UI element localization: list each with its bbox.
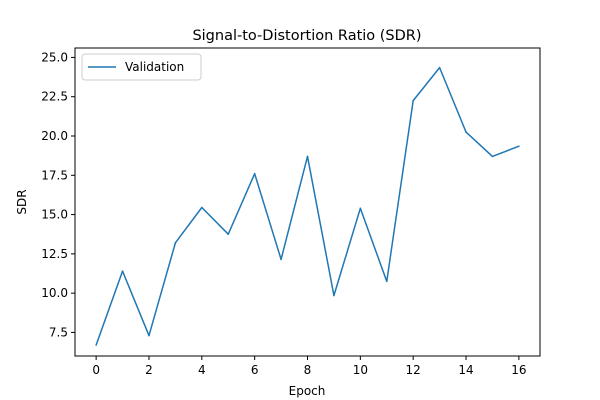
y-axis-ticks: 7.5 10.0 12.5 15.0 17.5 20.0 22.5 25.0 [41,50,75,339]
data-point [306,155,309,158]
x-tick-label: 0 [92,363,100,377]
x-axis-ticks: 0 2 4 6 8 10 12 14 16 [92,356,527,377]
y-tick-label: 10.0 [41,286,68,300]
x-tick-label: 2 [145,363,153,377]
data-point [385,280,388,283]
data-point [438,66,441,69]
data-point [253,172,256,175]
y-tick-label: 7.5 [49,325,68,339]
y-tick-label: 15.0 [41,208,68,222]
data-point [412,99,414,102]
data-point [227,233,230,236]
x-tick-label: 12 [406,363,421,377]
y-tick-label: 20.0 [41,129,68,143]
data-point [280,258,282,261]
data-point [359,207,362,210]
x-tick-label: 14 [458,363,473,377]
y-tick-label: 22.5 [41,90,68,104]
data-point [518,145,520,148]
data-point [201,206,203,209]
x-tick-label: 16 [511,363,526,377]
y-tick-label: 12.5 [41,247,68,261]
x-tick-label: 8 [304,363,312,377]
series-line-validation [95,66,520,346]
y-axis-label: SDR [15,189,29,214]
x-tick-label: 6 [251,363,259,377]
y-tick-label: 17.5 [41,168,68,182]
legend-label-validation: Validation [125,60,184,74]
data-point [465,131,467,133]
x-tick-label: 10 [353,363,368,377]
data-point [148,334,150,337]
data-point [491,155,494,158]
data-point [95,344,97,346]
legend-box [81,53,202,81]
chart-title: Signal-to-Distortion Ratio (SDR) [192,28,421,44]
legend: Validation [81,53,202,81]
x-tick-label: 4 [198,363,206,377]
data-point [333,294,335,297]
data-point [174,242,177,244]
series-layer [95,66,520,346]
data-point [121,270,124,272]
x-axis-label: Epoch [289,384,326,398]
y-tick-label: 25.0 [41,50,68,64]
plot-frame [74,47,541,357]
